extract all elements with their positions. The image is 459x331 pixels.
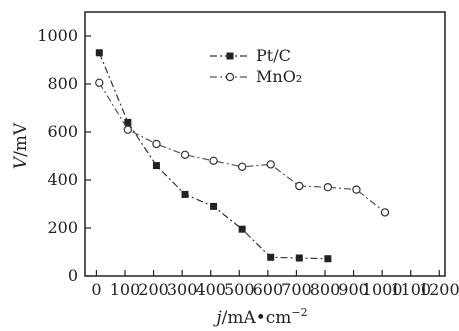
x-tick-label: 0 (91, 280, 101, 299)
legend-label-pt-c: Pt/C (256, 46, 291, 65)
data-point-mno2 (180, 150, 190, 159)
x-tick-label: 1100 (390, 280, 431, 299)
data-point-mno2 (380, 208, 390, 217)
data-point-mno2 (266, 160, 275, 169)
data-point-pt-c (210, 202, 218, 210)
legend-item-pt-c: Pt/C (210, 46, 291, 65)
data-point-pt-c (295, 254, 303, 262)
y-tick-label: 400 (47, 170, 78, 189)
legend-marker-pt-c (226, 52, 234, 60)
plot-area (95, 49, 390, 263)
y-tick-label: 1000 (37, 26, 78, 45)
data-point-mno2 (295, 181, 304, 191)
x-tick-label: 300 (167, 280, 198, 299)
legend-marker-mno2 (225, 72, 235, 82)
data-point-mno2 (95, 78, 104, 88)
x-tick-label: 100 (110, 280, 141, 299)
y-tick-label: 600 (47, 122, 78, 141)
x-tick-label: 600 (253, 280, 284, 299)
legend-item-mno2: MnO₂ (210, 67, 302, 86)
series-line-mno2 (98, 82, 386, 213)
y-tick-label: 200 (47, 218, 78, 237)
x-tick-label: 700 (281, 280, 312, 299)
data-point-pt-c (124, 118, 132, 126)
data-point-mno2 (152, 139, 161, 149)
x-tick-label: 1000 (362, 280, 403, 299)
data-point-pt-c (238, 225, 246, 233)
data-point-pt-c (324, 255, 332, 263)
data-point-pt-c (95, 49, 103, 57)
y-axis-title: V/mV (11, 122, 31, 169)
x-tick-label: 200 (138, 280, 169, 299)
data-point-pt-c (152, 162, 160, 170)
data-point-mno2 (352, 185, 361, 194)
x-axis-unit-exponent: −2 (291, 306, 307, 319)
y-axis-unit: /mV (11, 122, 31, 157)
data-point-pt-c (181, 190, 189, 198)
plot-frame (84, 11, 446, 277)
x-tick-label: 800 (310, 280, 341, 299)
x-tick-label: 900 (338, 280, 369, 299)
x-tick-label: 400 (195, 280, 226, 299)
x-tick-label: 500 (224, 280, 255, 299)
y-tick-label: 800 (47, 74, 78, 93)
legend-label-mno2: MnO₂ (256, 67, 302, 86)
data-point-mno2 (323, 182, 333, 192)
x-axis-title: j/mA•cm−2 (212, 306, 307, 328)
x-axis-unit: /mA•cm (222, 308, 292, 328)
data-point-mno2 (123, 125, 133, 134)
x-axis-symbol: j (212, 308, 222, 328)
x-tick-label: 1200 (419, 280, 459, 299)
data-point-mno2 (209, 156, 218, 165)
y-axis: 0 200 400 600 800 1000 (37, 26, 91, 285)
y-axis-symbol: V (11, 155, 31, 169)
data-point-pt-c (267, 253, 275, 261)
legend: Pt/C MnO₂ (210, 46, 302, 86)
data-point-mno2 (237, 162, 247, 171)
y-tick-label: 0 (68, 266, 78, 285)
